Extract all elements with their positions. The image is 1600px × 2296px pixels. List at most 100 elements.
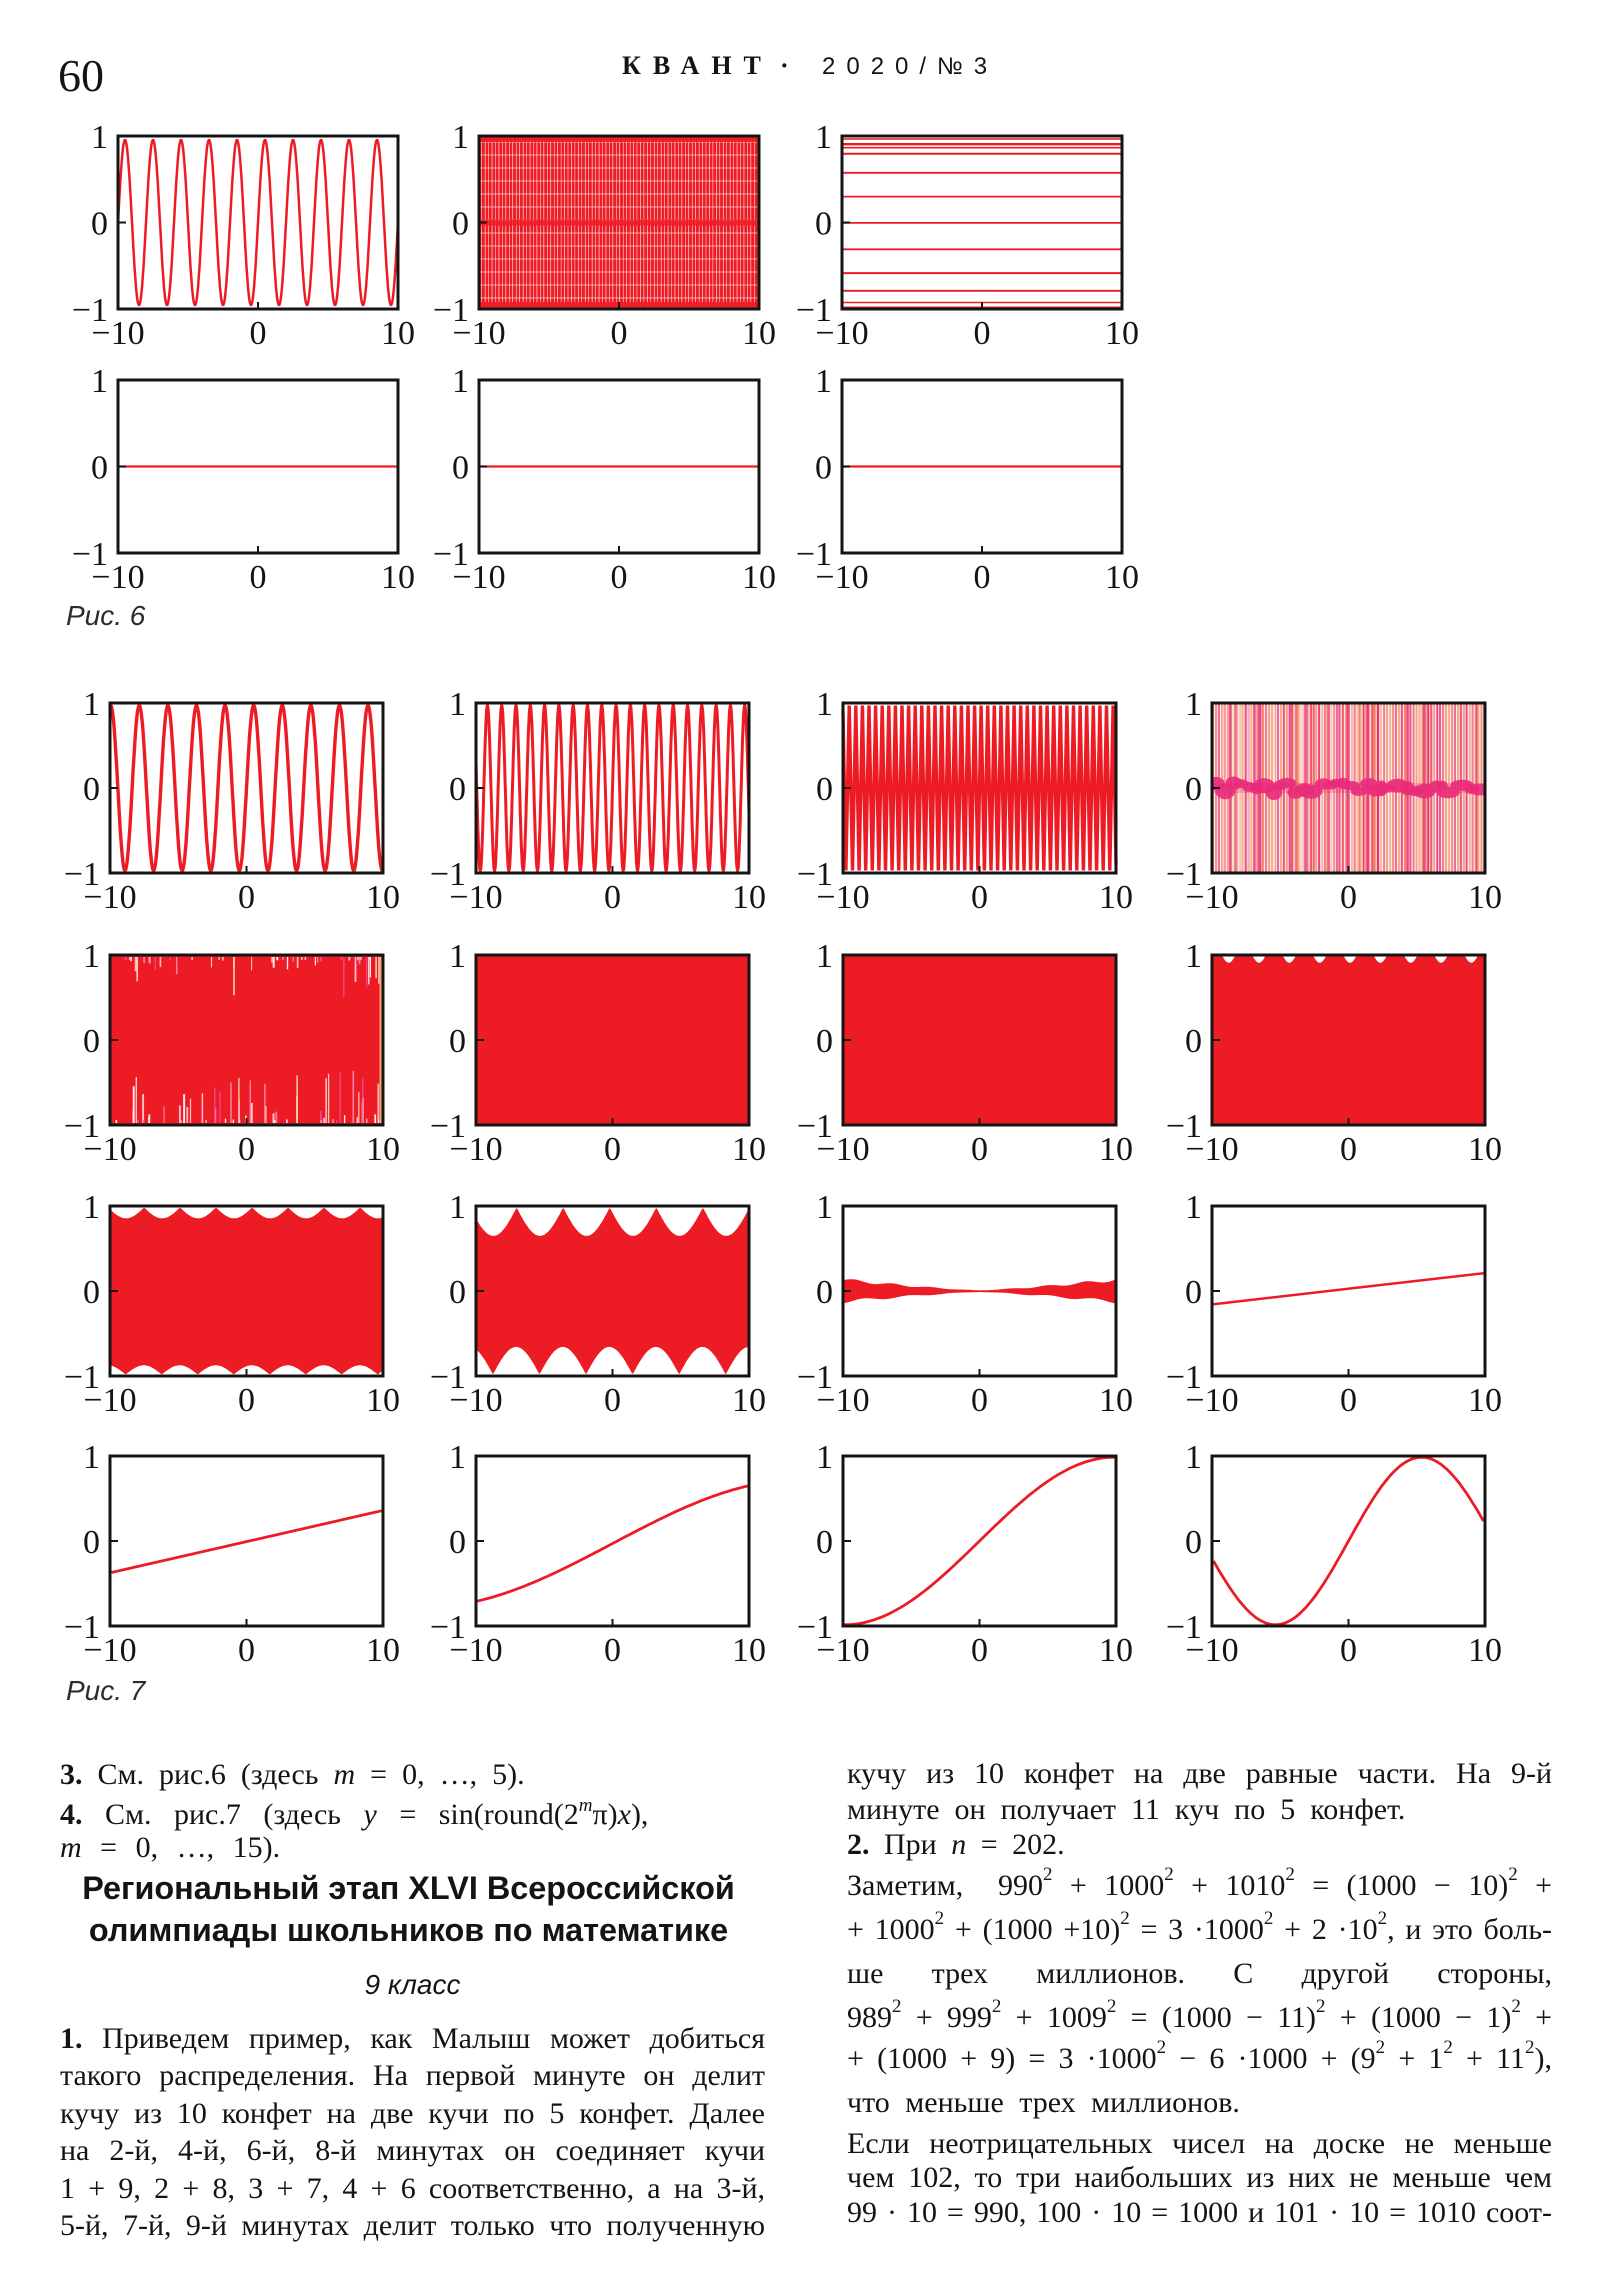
svg-text:−1: −1 <box>797 1609 833 1646</box>
svg-text:−10: −10 <box>1185 879 1238 916</box>
svg-text:0: 0 <box>91 206 108 243</box>
svg-text:1: 1 <box>816 1189 833 1226</box>
svg-text:−1: −1 <box>430 1609 466 1646</box>
svg-text:1: 1 <box>449 1439 466 1476</box>
svg-text:0: 0 <box>971 1131 988 1168</box>
svg-text:−10: −10 <box>1185 1131 1238 1168</box>
svg-text:0: 0 <box>83 1274 100 1311</box>
svg-text:0: 0 <box>250 559 267 596</box>
svg-text:1: 1 <box>816 1439 833 1476</box>
svg-text:−10: −10 <box>816 1382 869 1419</box>
svg-text:10: 10 <box>732 879 766 916</box>
svg-text:−1: −1 <box>430 1359 466 1396</box>
svg-text:1: 1 <box>1185 1439 1202 1476</box>
svg-text:0: 0 <box>611 559 628 596</box>
svg-text:10: 10 <box>1099 1131 1133 1168</box>
svg-text:0: 0 <box>816 1524 833 1561</box>
svg-text:−1: −1 <box>430 856 466 893</box>
svg-text:1: 1 <box>1185 938 1202 975</box>
svg-text:10: 10 <box>1099 879 1133 916</box>
svg-text:10: 10 <box>1468 1131 1502 1168</box>
svg-text:0: 0 <box>1185 1524 1202 1561</box>
svg-text:0: 0 <box>611 315 628 352</box>
svg-text:−1: −1 <box>796 292 832 329</box>
svg-text:−10: −10 <box>449 1382 502 1419</box>
svg-text:−10: −10 <box>1185 1632 1238 1669</box>
svg-text:0: 0 <box>604 1131 621 1168</box>
svg-text:0: 0 <box>449 1524 466 1561</box>
svg-text:−1: −1 <box>64 1609 100 1646</box>
svg-text:0: 0 <box>83 1023 100 1060</box>
svg-text:1: 1 <box>83 686 100 723</box>
svg-text:10: 10 <box>366 1131 400 1168</box>
svg-text:1: 1 <box>815 119 832 156</box>
svg-text:1: 1 <box>83 938 100 975</box>
svg-text:0: 0 <box>250 315 267 352</box>
svg-text:−10: −10 <box>816 1131 869 1168</box>
svg-text:−10: −10 <box>83 1632 136 1669</box>
svg-text:1: 1 <box>91 119 108 156</box>
svg-text:−1: −1 <box>797 856 833 893</box>
svg-text:−10: −10 <box>1185 1382 1238 1419</box>
svg-text:0: 0 <box>449 1023 466 1060</box>
svg-text:1: 1 <box>816 686 833 723</box>
svg-text:−1: −1 <box>797 1108 833 1145</box>
svg-text:−1: −1 <box>64 1359 100 1396</box>
svg-text:10: 10 <box>381 559 415 596</box>
svg-text:0: 0 <box>971 879 988 916</box>
svg-text:0: 0 <box>1185 771 1202 808</box>
svg-text:10: 10 <box>732 1632 766 1669</box>
svg-text:0: 0 <box>449 771 466 808</box>
svg-text:1: 1 <box>452 363 469 400</box>
svg-text:−1: −1 <box>430 1108 466 1145</box>
svg-text:10: 10 <box>1099 1632 1133 1669</box>
svg-text:−10: −10 <box>83 879 136 916</box>
svg-text:−1: −1 <box>72 292 108 329</box>
svg-text:−1: −1 <box>64 1108 100 1145</box>
svg-text:−10: −10 <box>815 315 868 352</box>
svg-text:10: 10 <box>742 315 776 352</box>
svg-text:0: 0 <box>449 1274 466 1311</box>
svg-text:0: 0 <box>238 879 255 916</box>
svg-text:−1: −1 <box>797 1359 833 1396</box>
svg-text:−1: −1 <box>796 536 832 573</box>
svg-text:0: 0 <box>815 450 832 487</box>
svg-text:−10: −10 <box>449 879 502 916</box>
svg-text:10: 10 <box>732 1131 766 1168</box>
svg-text:10: 10 <box>366 1632 400 1669</box>
svg-text:0: 0 <box>1340 1632 1357 1669</box>
svg-text:0: 0 <box>1185 1023 1202 1060</box>
svg-text:−10: −10 <box>83 1382 136 1419</box>
svg-text:10: 10 <box>366 1382 400 1419</box>
svg-text:0: 0 <box>816 1274 833 1311</box>
svg-text:10: 10 <box>1099 1382 1133 1419</box>
svg-text:1: 1 <box>452 119 469 156</box>
svg-text:0: 0 <box>1340 879 1357 916</box>
svg-text:1: 1 <box>1185 686 1202 723</box>
svg-text:0: 0 <box>604 879 621 916</box>
svg-text:−1: −1 <box>1166 1609 1202 1646</box>
svg-text:10: 10 <box>381 315 415 352</box>
svg-text:10: 10 <box>1105 315 1139 352</box>
svg-text:0: 0 <box>971 1382 988 1419</box>
svg-text:0: 0 <box>971 1632 988 1669</box>
svg-text:10: 10 <box>742 559 776 596</box>
svg-text:−1: −1 <box>1166 856 1202 893</box>
svg-text:1: 1 <box>449 686 466 723</box>
svg-text:0: 0 <box>816 771 833 808</box>
svg-text:1: 1 <box>449 938 466 975</box>
svg-text:−10: −10 <box>452 559 505 596</box>
svg-text:0: 0 <box>83 771 100 808</box>
svg-text:0: 0 <box>1340 1131 1357 1168</box>
svg-text:0: 0 <box>452 206 469 243</box>
svg-text:−10: −10 <box>449 1632 502 1669</box>
svg-text:−10: −10 <box>91 315 144 352</box>
svg-text:−1: −1 <box>1166 1359 1202 1396</box>
svg-text:−1: −1 <box>433 536 469 573</box>
svg-text:10: 10 <box>732 1382 766 1419</box>
svg-text:1: 1 <box>815 363 832 400</box>
svg-text:0: 0 <box>83 1524 100 1561</box>
svg-text:1: 1 <box>816 938 833 975</box>
svg-text:−10: −10 <box>816 879 869 916</box>
svg-text:0: 0 <box>238 1131 255 1168</box>
